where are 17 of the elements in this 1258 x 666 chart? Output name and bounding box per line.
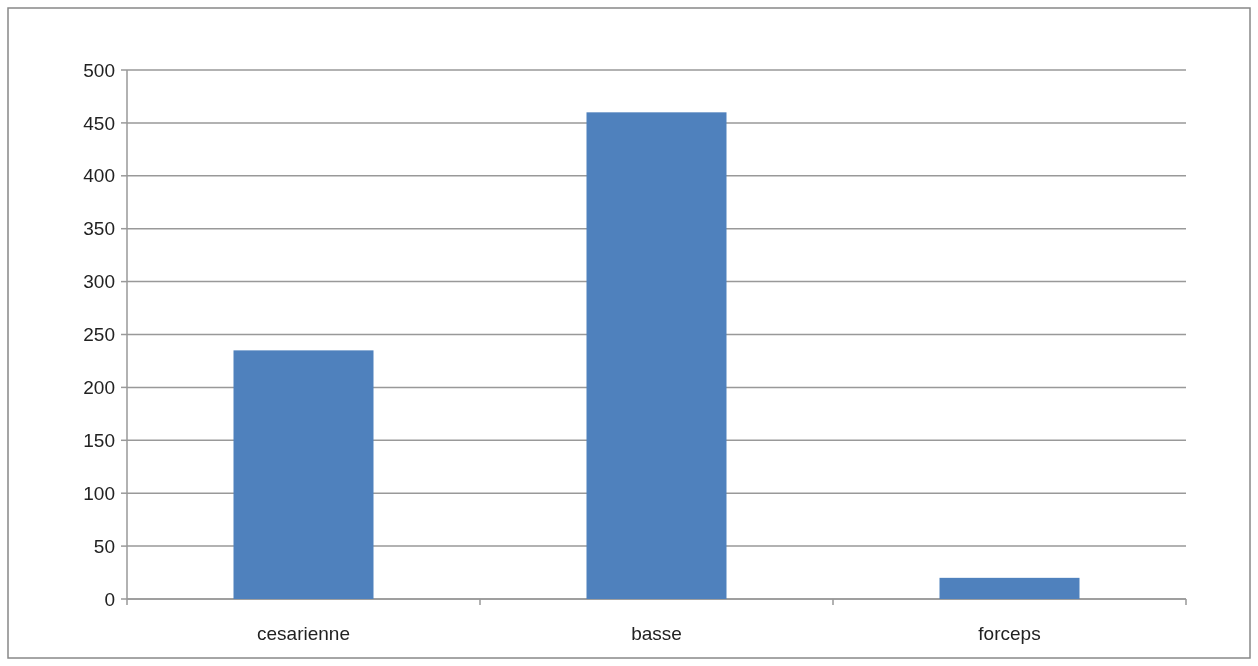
y-tick-label: 100 [83, 482, 115, 504]
x-tick-label: cesarienne [257, 623, 350, 644]
bar [939, 577, 1080, 599]
y-tick-label: 500 [83, 59, 115, 81]
x-tick-label: forceps [978, 623, 1041, 644]
y-tick-label: 400 [83, 165, 115, 187]
y-tick-label: 0 [104, 588, 115, 610]
bar [586, 112, 727, 599]
y-tick-label: 450 [83, 112, 115, 134]
y-tick-label: 200 [83, 377, 115, 399]
y-tick-label: 150 [83, 429, 115, 451]
y-tick-label: 350 [83, 218, 115, 240]
y-tick-label: 50 [93, 535, 115, 557]
x-tick-label: basse [631, 623, 682, 644]
y-tick-label: 300 [83, 271, 115, 293]
bar [233, 350, 374, 599]
y-tick-label: 250 [83, 324, 115, 346]
